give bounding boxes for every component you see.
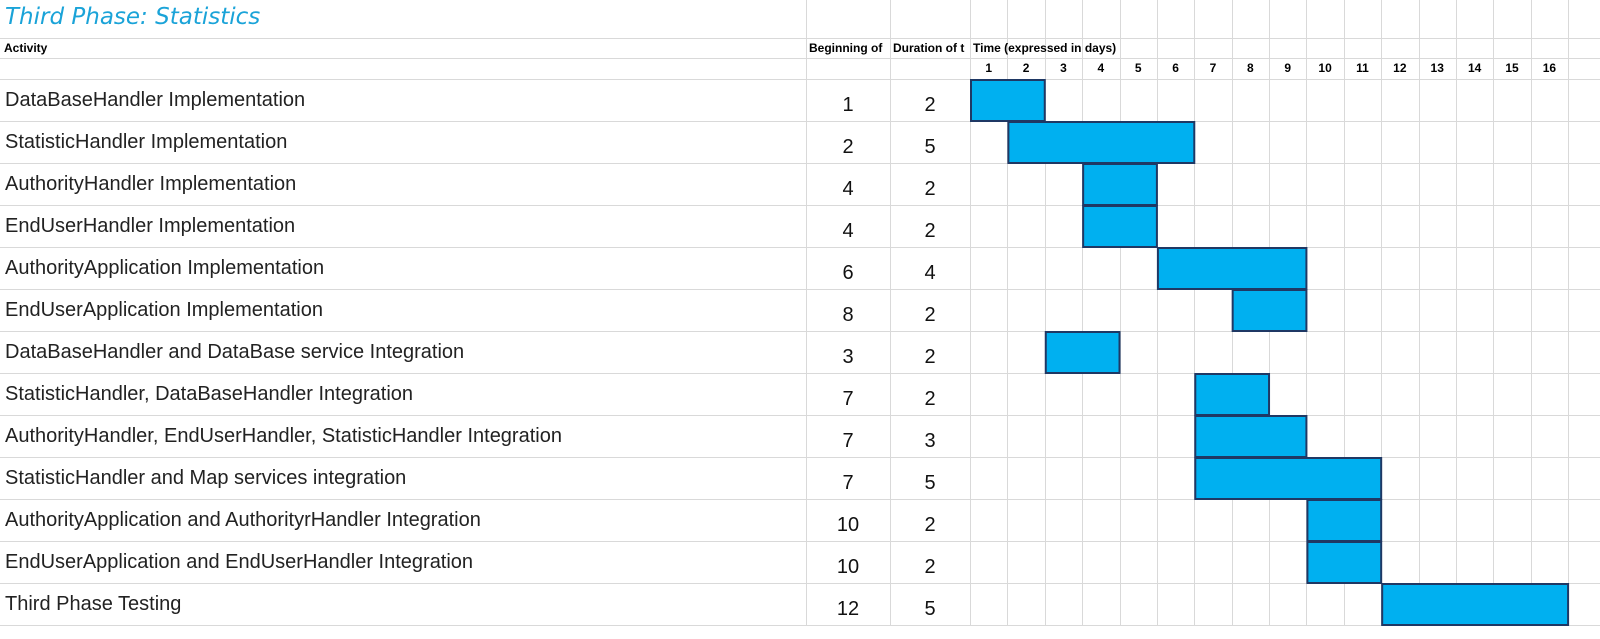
- activity-label: EndUserApplication Implementation: [5, 299, 323, 321]
- duration-value: 5: [924, 598, 936, 620]
- beginning-value: 7: [842, 388, 854, 410]
- duration-value: 3: [924, 430, 936, 452]
- beginning-value: 7: [842, 430, 854, 452]
- duration-value: 5: [924, 472, 936, 494]
- day-tick-12: 12: [1393, 61, 1407, 75]
- day-tick-9: 9: [1284, 61, 1292, 75]
- duration-value: 2: [924, 94, 936, 116]
- activity-label: Third Phase Testing: [5, 593, 182, 615]
- day-tick-5: 5: [1134, 61, 1142, 75]
- gantt-bar: [1381, 583, 1570, 626]
- activity-label: AuthorityHandler, EndUserHandler, Statis…: [5, 425, 562, 447]
- duration-value: 2: [924, 178, 936, 200]
- beginning-value: 10: [836, 514, 860, 536]
- day-tick-3: 3: [1060, 61, 1067, 75]
- gantt-bar: [970, 79, 1046, 122]
- activity-label: AuthorityApplication and AuthorityrHandl…: [5, 509, 481, 531]
- sheet-title: Third Phase: Statistics: [5, 4, 261, 30]
- beginning-value: 4: [842, 220, 854, 242]
- day-tick-1: 1: [985, 61, 993, 75]
- day-tick-11: 11: [1356, 61, 1369, 75]
- beginning-value: 2: [842, 136, 854, 158]
- day-tick-15: 15: [1505, 61, 1519, 75]
- gantt-bar: [1306, 499, 1383, 542]
- activity-label: DataBaseHandler and DataBase service Int…: [5, 341, 465, 363]
- duration-value: 2: [924, 388, 936, 410]
- beginning-value: 7: [842, 472, 854, 494]
- activity-label: EndUserHandler Implementation: [5, 215, 296, 237]
- duration-value: 4: [924, 262, 936, 284]
- activity-label: EndUserApplication and EndUserHandler In…: [5, 551, 474, 573]
- day-tick-13: 13: [1430, 61, 1444, 75]
- gantt-bar: [1082, 163, 1158, 206]
- beginning-value: 10: [836, 556, 860, 578]
- day-tick-7: 7: [1209, 61, 1217, 75]
- day-tick-2: 2: [1022, 61, 1030, 75]
- beginning-value: 8: [842, 304, 854, 326]
- duration-value: 2: [924, 556, 936, 578]
- gantt-bar: [1194, 457, 1383, 500]
- gantt-bar: [1156, 247, 1308, 290]
- beginning-value: 1: [842, 94, 854, 116]
- day-tick-4: 4: [1097, 61, 1105, 75]
- beginning-value: 4: [842, 178, 854, 200]
- activity-header: Activity: [4, 41, 48, 55]
- gantt-bar: [1194, 373, 1271, 416]
- duration-value: 2: [924, 346, 936, 368]
- beginning-value: 6: [842, 262, 854, 284]
- day-tick-14: 14: [1467, 61, 1482, 75]
- gantt-bar: [1007, 121, 1196, 164]
- day-tick-8: 8: [1247, 61, 1254, 75]
- beginning-value: 12: [836, 598, 860, 620]
- duration-value: 2: [924, 514, 936, 536]
- day-tick-6: 6: [1172, 61, 1179, 75]
- activity-label: StatisticHandler and Map services integr…: [5, 467, 407, 489]
- time-axis-label: Time (expressed in days): [973, 41, 1117, 55]
- activity-label: DataBaseHandler Implementation: [5, 89, 306, 111]
- activity-label: AuthorityHandler Implementation: [5, 173, 297, 195]
- day-tick-10: 10: [1318, 61, 1332, 75]
- gantt-bar: [1082, 205, 1158, 248]
- duration-value: 2: [924, 304, 936, 326]
- duration-value: 2: [924, 220, 936, 242]
- gantt-bar: [1306, 541, 1383, 584]
- gantt-bar: [1044, 331, 1121, 374]
- activity-label: StatisticHandler Implementation: [5, 131, 288, 153]
- duration-header: Duration of t: [893, 41, 965, 55]
- duration-value: 5: [924, 136, 936, 158]
- gantt-bar: [1231, 289, 1308, 332]
- beginning-header: Beginning of: [809, 41, 883, 55]
- beginning-value: 3: [842, 346, 854, 368]
- activity-label: AuthorityApplication Implementation: [5, 257, 325, 279]
- day-tick-16: 16: [1542, 61, 1557, 75]
- activity-label: StatisticHandler, DataBaseHandler Integr…: [5, 383, 414, 405]
- gantt-bar: [1194, 415, 1308, 458]
